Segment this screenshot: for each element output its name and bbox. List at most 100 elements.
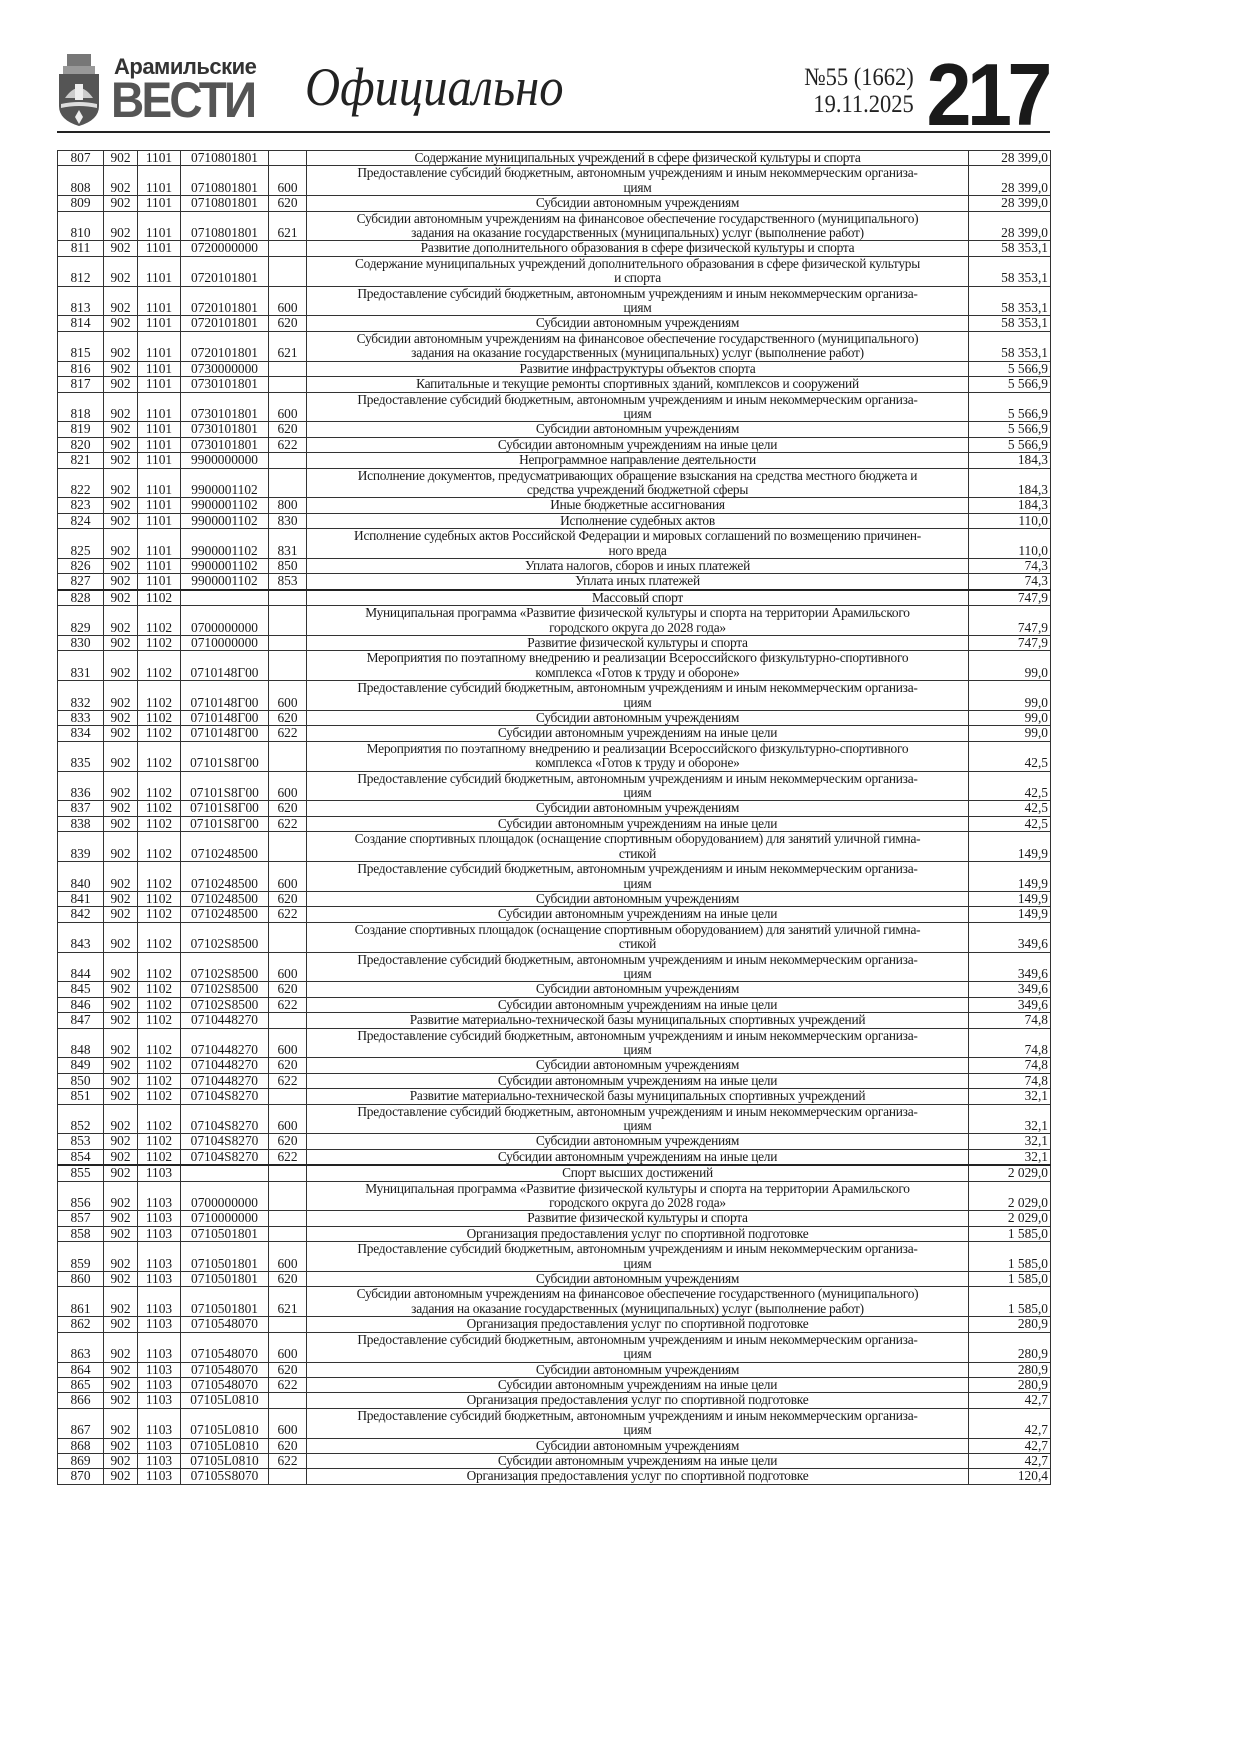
section-code-cell: 1101 xyxy=(137,452,181,469)
masthead: Арамильские ВЕСТИ Официально №55 (1662) … xyxy=(57,45,1053,144)
amount-cell: 184,3 xyxy=(968,452,1051,469)
expense-type-code-cell: 853 xyxy=(268,573,307,591)
target-article-code-cell: 0710148Г00 xyxy=(180,725,269,742)
admin-code-cell: 902 xyxy=(103,1271,138,1288)
expense-type-code-cell xyxy=(268,1225,307,1243)
section-code-cell: 1101 xyxy=(137,528,181,559)
table-row: 841 902 1102 0710248500 620 Субсидии автономн… xyxy=(57,890,1051,908)
row-number-cell: 866 xyxy=(57,1392,104,1409)
admin-code-cell: 902 xyxy=(103,360,138,378)
admin-code-cell: 902 xyxy=(103,1392,138,1409)
table-row: 827 902 1101 9900001102 853 Уплата иных плате… xyxy=(57,573,1051,591)
expense-type-code-cell xyxy=(268,452,307,469)
table-row: 829 902 1102 0700000000 Муниципальная програ… xyxy=(57,605,1051,636)
table-row: 815 902 1101 0720101801 621 Субсидии автономн… xyxy=(57,330,1051,362)
table-row: 855 902 1103 Спорт высших достижений 2 029,0 xyxy=(57,1164,1051,1182)
amount-cell: 42,7 xyxy=(968,1407,1051,1439)
expense-type-code-cell: 620 xyxy=(268,1271,307,1288)
target-article-code-cell: 0710501801 xyxy=(180,1286,269,1318)
description-cell: Субсидии автономным учреждениям xyxy=(306,315,969,332)
admin-code-cell: 902 xyxy=(103,376,138,393)
table-row: 828 902 1102 Массовый спорт 747,9 xyxy=(57,588,1051,607)
section-code-cell: 1102 xyxy=(137,588,181,607)
expense-type-code-cell: 830 xyxy=(268,512,307,530)
admin-code-cell: 902 xyxy=(103,1361,138,1378)
row-number-cell: 850 xyxy=(57,1072,104,1090)
expense-type-code-cell xyxy=(268,605,307,636)
amount-cell: 149,9 xyxy=(968,890,1051,908)
row-number-cell: 822 xyxy=(57,467,104,499)
expense-type-code-cell: 622 xyxy=(268,1452,307,1470)
section-code-cell: 1102 xyxy=(137,1027,181,1059)
admin-code-cell: 902 xyxy=(103,890,138,908)
admin-code-cell: 902 xyxy=(103,634,138,652)
expense-type-code-cell: 622 xyxy=(268,996,307,1014)
description-cell: Предоставление субсидий бюджетным, автон… xyxy=(306,1027,969,1059)
amount-cell: 58 353,1 xyxy=(968,330,1051,362)
admin-code-cell: 902 xyxy=(103,921,138,953)
amount-cell: 2 029,0 xyxy=(968,1180,1051,1212)
description-cell: Субсидии автономным учреждениям на иные … xyxy=(306,436,969,454)
amount-cell: 1 585,0 xyxy=(968,1225,1051,1243)
row-number-cell: 843 xyxy=(57,921,104,953)
description-cell: Субсидии автономным учреждениям на финан… xyxy=(306,330,969,362)
target-article-code-cell: 0710248500 xyxy=(180,831,269,863)
expense-type-code-cell xyxy=(268,921,307,953)
amount-cell: 5 566,9 xyxy=(968,421,1051,438)
section-code-cell: 1101 xyxy=(137,165,181,197)
admin-code-cell: 902 xyxy=(103,710,138,727)
table-row: 846 902 1102 07102S8500 622 Субсидии автономн… xyxy=(57,996,1051,1014)
table-row: 852 902 1102 07104S8270 600 Предоставление су… xyxy=(57,1103,1051,1135)
description-cell: Развитие материально-технической базы му… xyxy=(306,1088,969,1105)
admin-code-cell: 902 xyxy=(103,1012,138,1029)
row-number-cell: 838 xyxy=(57,815,104,833)
section-code-cell: 1103 xyxy=(137,1210,181,1227)
row-number-cell: 868 xyxy=(57,1437,104,1454)
target-article-code-cell: 0710548070 xyxy=(180,1331,269,1363)
expense-type-code-cell xyxy=(268,360,307,378)
row-number-cell: 816 xyxy=(57,360,104,378)
description-cell: Организация предоставления услуг по спор… xyxy=(306,1392,969,1409)
section-code-cell: 1102 xyxy=(137,1148,181,1166)
description-cell: Субсидии автономным учреждениям на финан… xyxy=(306,1286,969,1318)
expense-type-code-cell: 620 xyxy=(268,800,307,817)
expense-type-code-cell: 600 xyxy=(268,165,307,197)
table-row: 858 902 1103 0710501801 Организация предоста… xyxy=(57,1225,1051,1243)
admin-code-cell: 902 xyxy=(103,1057,138,1074)
admin-code-cell: 902 xyxy=(103,1210,138,1227)
expense-type-code-cell: 620 xyxy=(268,1361,307,1378)
admin-code-cell: 902 xyxy=(103,210,138,242)
target-article-code-cell: 07105S8070 xyxy=(180,1468,269,1485)
expense-type-code-cell: 622 xyxy=(268,1148,307,1166)
target-article-code-cell: 07104S8270 xyxy=(180,1088,269,1105)
section-code-cell: 1102 xyxy=(137,861,181,892)
amount-cell: 42,5 xyxy=(968,740,1051,772)
row-number-cell: 869 xyxy=(57,1452,104,1470)
table-row: 821 902 1101 9900000000 Непрограммное направ… xyxy=(57,452,1051,469)
row-number-cell: 811 xyxy=(57,240,104,257)
section-code-cell: 1103 xyxy=(137,1286,181,1318)
expense-type-code-cell xyxy=(268,1210,307,1227)
table-row: 844 902 1102 07102S8500 600 Предоставление су… xyxy=(57,951,1051,983)
target-article-code-cell: 9900001102 xyxy=(180,573,269,591)
admin-code-cell: 902 xyxy=(103,1072,138,1090)
section-code-cell: 1102 xyxy=(137,1103,181,1135)
row-number-cell: 821 xyxy=(57,452,104,469)
description-cell: Субсидии автономным учреждениям xyxy=(306,800,969,817)
section-code-cell: 1103 xyxy=(137,1361,181,1378)
row-number-cell: 815 xyxy=(57,330,104,362)
target-article-code-cell: 07104S8270 xyxy=(180,1148,269,1166)
target-article-code-cell: 07101S8Г00 xyxy=(180,770,269,802)
target-article-code-cell: 0710501801 xyxy=(180,1271,269,1288)
section-code-cell: 1103 xyxy=(137,1241,181,1273)
row-number-cell: 827 xyxy=(57,573,104,591)
amount-cell: 5 566,9 xyxy=(968,436,1051,454)
section-code-cell: 1101 xyxy=(137,210,181,242)
description-cell: Непрограммное направление деятельности xyxy=(306,452,969,469)
target-article-code-cell: 0720101801 xyxy=(180,285,269,317)
target-article-code-cell: 0730101801 xyxy=(180,376,269,393)
amount-cell: 5 566,9 xyxy=(968,391,1051,423)
target-article-code-cell: 0710248500 xyxy=(180,906,269,923)
table-row: 849 902 1102 0710448270 620 Субсидии автономн… xyxy=(57,1057,1051,1074)
target-article-code-cell: 0710000000 xyxy=(180,634,269,652)
